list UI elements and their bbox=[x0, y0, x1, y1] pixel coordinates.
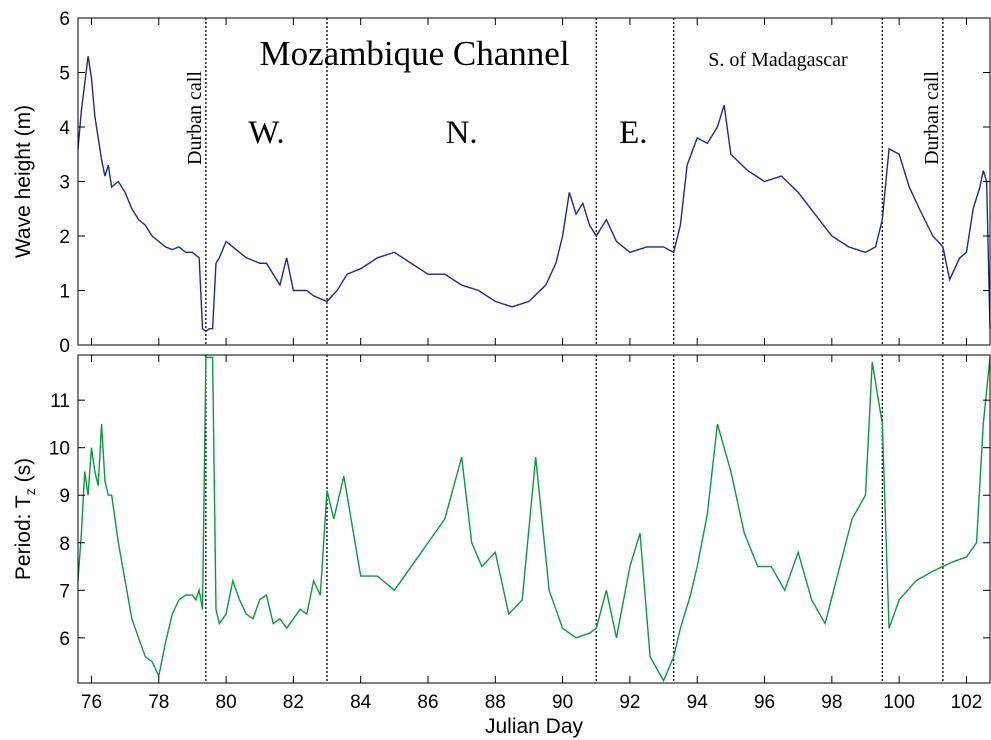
top-event-lines bbox=[205, 18, 944, 345]
period-axes-frame bbox=[77, 354, 991, 684]
top-y-tick-label-3: 3 bbox=[59, 173, 70, 194]
mozambique-channel-annotation: Mozambique Channel bbox=[260, 34, 570, 73]
bot-y-tick-label-2: 8 bbox=[59, 534, 70, 555]
top-y-tick-label-2: 2 bbox=[59, 227, 70, 248]
bot-y-tick-label-3: 9 bbox=[59, 486, 70, 507]
x-tick-label-5: 86 bbox=[417, 692, 438, 713]
top-y-tick-label-4: 4 bbox=[59, 118, 70, 139]
wave-height-series-line bbox=[77, 56, 991, 333]
x-tick-label-9: 94 bbox=[687, 692, 709, 713]
durban-call-right-annotation: Durban call bbox=[921, 71, 943, 165]
x-tick-label-1: 78 bbox=[148, 692, 169, 713]
period-axis-label: Period: Tz (s) bbox=[12, 458, 38, 580]
wave-height-panel: 0 1 2 3 4 5 6 Wave height (m) Mozambique Chann… bbox=[12, 9, 991, 357]
x-tick-label-3: 82 bbox=[283, 692, 304, 713]
west-annotation: W. bbox=[248, 115, 284, 151]
period-series-line bbox=[77, 356, 991, 683]
south-of-madagascar-annotation: S. of Madagascar bbox=[708, 49, 848, 71]
top-y-tick-label-1: 1 bbox=[59, 282, 70, 303]
x-axis-label: Julian Day bbox=[485, 715, 584, 738]
wave-height-ticks: 0 1 2 3 4 5 6 bbox=[59, 9, 990, 357]
x-tick-label-6: 88 bbox=[485, 692, 506, 713]
east-annotation: E. bbox=[619, 115, 647, 151]
x-tick-label-13: 102 bbox=[951, 692, 983, 713]
x-tick-label-2: 80 bbox=[216, 692, 237, 713]
period-axis-label-main: Period: T bbox=[12, 495, 35, 580]
x-tick-label-8: 92 bbox=[619, 692, 640, 713]
x-tick-label-12: 100 bbox=[883, 692, 915, 713]
top-y-tick-label-0: 0 bbox=[59, 336, 70, 357]
north-annotation: N. bbox=[446, 115, 478, 151]
x-tick-label-10: 96 bbox=[754, 692, 775, 713]
bot-y-tick-label-0: 6 bbox=[59, 629, 70, 650]
bot-y-tick-label-5: 11 bbox=[50, 391, 70, 412]
bot-y-tick-label-4: 10 bbox=[49, 439, 70, 460]
durban-call-left-annotation: Durban call bbox=[184, 71, 206, 165]
x-tick-label-4: 84 bbox=[350, 692, 372, 713]
bot-y-tick-label-1: 7 bbox=[59, 581, 70, 602]
top-y-tick-label-5: 5 bbox=[59, 64, 70, 85]
wave-height-axis-label: Wave height (m) bbox=[12, 105, 35, 258]
x-tick-label-0: 76 bbox=[81, 692, 102, 713]
x-tick-label-11: 98 bbox=[821, 692, 842, 713]
period-axis-label-unit: (s) bbox=[12, 458, 35, 488]
period-event-lines bbox=[205, 355, 944, 683]
x-tick-label-7: 90 bbox=[552, 692, 573, 713]
period-axis-label-subscript: z bbox=[22, 488, 38, 495]
top-y-tick-label-6: 6 bbox=[59, 9, 70, 30]
